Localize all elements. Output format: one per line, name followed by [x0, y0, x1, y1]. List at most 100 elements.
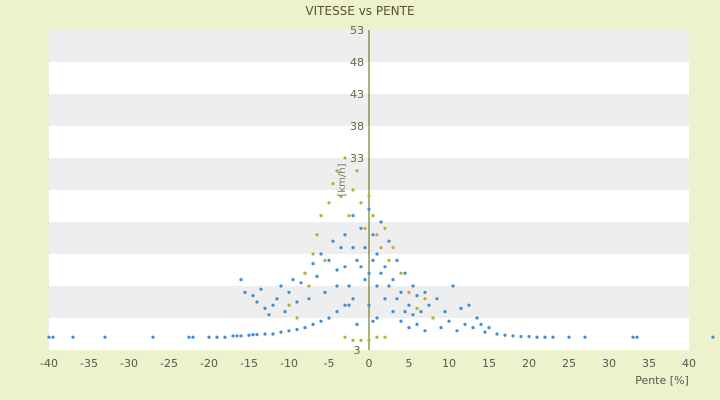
x-tick-label: 15 [482, 357, 496, 370]
data-point-secondary [379, 246, 383, 250]
data-point-secondary [359, 338, 363, 342]
data-point [295, 327, 299, 332]
data-point-secondary [343, 335, 347, 339]
data-point [423, 329, 427, 333]
x-tick-label: 0 [366, 357, 373, 370]
data-point [263, 332, 267, 336]
data-point-secondary [415, 306, 419, 310]
data-point-secondary [431, 316, 435, 320]
data-point-secondary [383, 226, 387, 230]
data-point-secondary [387, 258, 391, 262]
data-point [271, 332, 275, 336]
x-tick-label: -40 [40, 357, 58, 370]
data-point [295, 300, 299, 304]
data-point [411, 313, 415, 317]
data-point [275, 297, 279, 301]
data-point [427, 303, 431, 307]
data-point [327, 316, 331, 320]
data-point [483, 330, 487, 334]
data-point-secondary [303, 271, 307, 275]
data-point-secondary [375, 335, 379, 339]
data-point [391, 310, 395, 314]
data-point [439, 326, 443, 330]
series-main-points [47, 207, 715, 339]
data-point [411, 284, 415, 288]
data-point [583, 335, 587, 339]
data-point [407, 303, 411, 307]
data-point-secondary [335, 169, 339, 173]
data-point [271, 303, 275, 307]
data-point [251, 333, 255, 337]
data-point [151, 335, 155, 339]
chart-title: VITESSE vs PENTE [305, 4, 414, 18]
data-point-secondary [351, 338, 355, 342]
data-point-secondary [359, 201, 363, 205]
data-point [567, 335, 571, 339]
data-point [259, 287, 263, 291]
data-point [423, 290, 427, 294]
data-point [419, 310, 423, 314]
data-point [351, 246, 355, 250]
data-point [367, 303, 371, 307]
data-point [399, 319, 403, 323]
data-point [403, 310, 407, 314]
data-point [399, 290, 403, 294]
data-point [303, 326, 307, 330]
data-point [287, 290, 291, 294]
data-point-secondary [311, 252, 315, 256]
data-point [383, 297, 387, 301]
data-point [383, 265, 387, 269]
x-tick-label: -30 [120, 357, 138, 370]
data-point [487, 326, 491, 330]
data-point [347, 303, 351, 307]
data-point [387, 284, 391, 288]
data-point [319, 252, 323, 256]
data-point-secondary [375, 233, 379, 237]
y-tick-label: 33 [350, 152, 364, 165]
data-point [375, 284, 379, 288]
data-point [459, 306, 463, 310]
data-point [71, 335, 75, 339]
x-tick-label: 40 [682, 357, 696, 370]
data-point [375, 316, 379, 320]
data-point-secondary [371, 214, 375, 218]
data-point-secondary [339, 194, 343, 198]
data-point [479, 322, 483, 326]
data-point [503, 333, 507, 337]
x-tick-label: 20 [522, 357, 536, 370]
x-tick-label: -20 [200, 357, 218, 370]
data-point [359, 265, 363, 269]
data-point [311, 322, 315, 326]
x-tick-label: -15 [240, 357, 258, 370]
data-point [47, 335, 51, 339]
data-point [379, 271, 383, 275]
data-point [451, 284, 455, 288]
y-axis-title: [km/h] [337, 163, 348, 196]
data-point [327, 258, 331, 262]
data-point [251, 294, 255, 298]
data-point [511, 334, 515, 338]
x-tick-label: -10 [280, 357, 298, 370]
data-point [51, 335, 55, 339]
x-tick-label: -35 [80, 357, 98, 370]
x-tick-label: -25 [160, 357, 178, 370]
data-point [239, 278, 243, 282]
data-point [455, 329, 459, 333]
data-point [551, 335, 555, 339]
data-point [335, 310, 339, 314]
data-point [263, 306, 267, 310]
data-point-secondary [343, 156, 347, 160]
data-point [191, 335, 195, 339]
y-tick-label: 38 [350, 120, 364, 133]
data-point-secondary [367, 338, 371, 342]
y-tick-label: 43 [350, 88, 364, 101]
data-point [279, 330, 283, 334]
data-point [447, 319, 451, 323]
x-axis-ticks: -40 -35 -30 -25 -20 -15 -10 -5 0 5 10 15 20 25 30 35 40 [40, 357, 696, 370]
data-point-secondary [351, 188, 355, 192]
data-point-secondary [327, 201, 331, 205]
data-point [291, 278, 295, 282]
